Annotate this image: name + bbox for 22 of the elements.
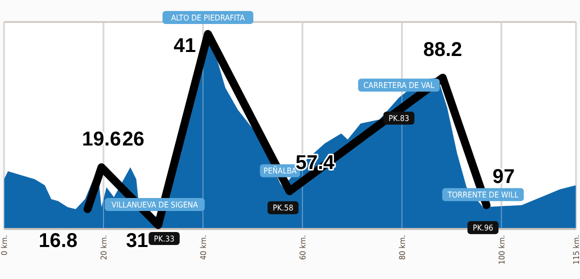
annotation: PK.83	[388, 114, 410, 124]
annotation: 31	[126, 230, 148, 252]
annotation: ALTO DE PIEDRAFITA	[171, 14, 245, 22]
annotation: 16.8	[38, 230, 78, 252]
x-tick-label: 40 km.	[198, 235, 208, 260]
annotation: PK.96	[472, 224, 494, 233]
annotation: 26	[122, 128, 144, 150]
x-tick-label: 115 km.	[572, 235, 580, 264]
annotation: PK.33	[154, 234, 174, 244]
annotation: CARRETERA DE VAL	[363, 81, 434, 90]
x-tick-label: 100 km.	[497, 235, 506, 264]
x-tick-label: 20 km.	[99, 235, 108, 260]
x-tick-label: 0 km.	[0, 235, 9, 256]
annotation: TORRENTE DE WILL	[446, 190, 518, 200]
x-tick-label: 80 km.	[398, 235, 407, 260]
annotation: VILLANUEVA DE SIGENA	[111, 200, 198, 210]
annotation: 97	[492, 166, 515, 188]
annotation: 88.2	[423, 38, 462, 61]
annotation: 41	[174, 34, 196, 57]
annotation: 19.6	[82, 128, 121, 150]
x-tick-label: 60 km.	[298, 235, 308, 260]
annotation: PK.58	[272, 204, 294, 213]
